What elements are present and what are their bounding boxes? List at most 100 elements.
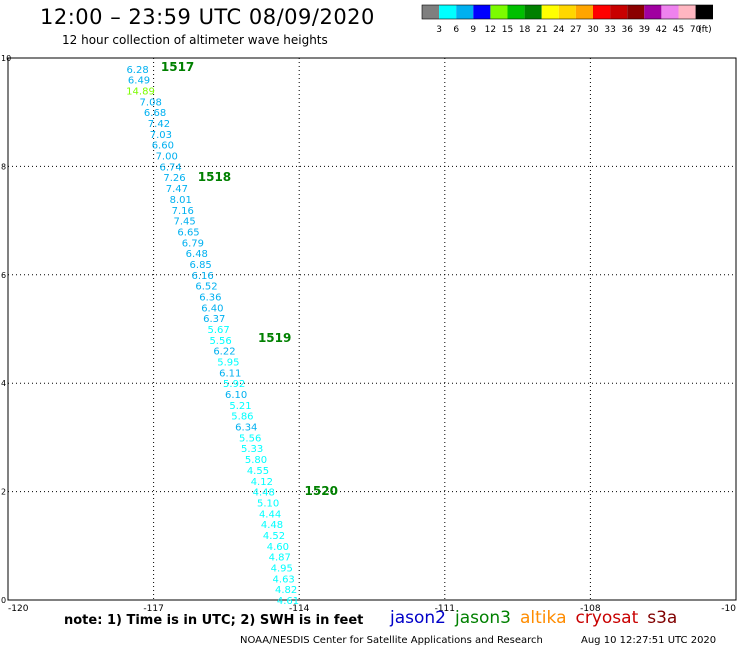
swh-value: 6.16 bbox=[191, 271, 213, 282]
scale-label: 3 bbox=[436, 25, 442, 35]
swh-value: 7.42 bbox=[148, 119, 170, 130]
mission-altika: altika bbox=[520, 608, 567, 628]
y-tick-label: 6 bbox=[1, 271, 6, 280]
swh-value: 4.63 bbox=[273, 574, 295, 585]
time-label: 1517 bbox=[161, 60, 194, 74]
y-tick-label: 0 bbox=[1, 596, 6, 605]
swh-value: 6.52 bbox=[195, 282, 217, 293]
x-tick-label: -117 bbox=[143, 604, 163, 612]
time-label: 1520 bbox=[305, 484, 338, 498]
swh-value: 4.95 bbox=[271, 563, 293, 574]
swh-value: 6.40 bbox=[201, 303, 223, 314]
scale-swatch bbox=[473, 5, 491, 19]
y-tick-label: 10 bbox=[1, 54, 11, 63]
swh-value: 6.60 bbox=[152, 141, 174, 152]
scale-swatch bbox=[610, 5, 628, 19]
swh-value: 7.08 bbox=[140, 97, 162, 108]
swh-value: 8.01 bbox=[170, 195, 192, 206]
chart-title: 12:00 – 23:59 UTC 08/09/2020 bbox=[40, 5, 375, 29]
time-label: 1518 bbox=[198, 170, 231, 184]
scale-label: 24 bbox=[553, 25, 565, 35]
swh-value: 7.00 bbox=[156, 152, 178, 163]
scale-swatch bbox=[422, 5, 440, 19]
y-tick-label: 2 bbox=[1, 488, 6, 497]
swh-value: 6.74 bbox=[159, 162, 181, 173]
scale-label: 45 bbox=[673, 25, 684, 35]
swh-value: 6.36 bbox=[199, 292, 221, 303]
swh-value: 5.56 bbox=[209, 336, 231, 347]
scale-label: 6 bbox=[453, 25, 459, 35]
swh-value: 4.48 bbox=[261, 520, 283, 531]
swh-value: 14.89 bbox=[126, 87, 155, 98]
swh-value: 6.85 bbox=[190, 260, 212, 271]
y-tick-label: 8 bbox=[1, 162, 6, 171]
swh-value: 6.68 bbox=[144, 108, 166, 119]
swh-value: 6.22 bbox=[213, 347, 235, 358]
footer-note: note: 1) Time is in UTC; 2) SWH is in fe… bbox=[64, 613, 364, 628]
swh-value: 7.47 bbox=[166, 184, 188, 195]
swh-value: 6.28 bbox=[126, 65, 148, 76]
swh-value: 7.26 bbox=[163, 173, 185, 184]
scale-label: 27 bbox=[570, 25, 581, 35]
swh-value: 5.56 bbox=[239, 433, 261, 444]
scale-swatch bbox=[558, 5, 576, 19]
y-tick-label: 4 bbox=[1, 379, 6, 388]
scale-label: 30 bbox=[587, 25, 599, 35]
swh-value: 4.48 bbox=[253, 488, 275, 499]
scale-label: 36 bbox=[621, 25, 633, 35]
scale-swatch bbox=[644, 5, 662, 19]
swh-value: 4.60 bbox=[267, 542, 289, 553]
footer-credit: NOAA/NESDIS Center for Satellite Applica… bbox=[240, 635, 543, 646]
swh-value: 6.49 bbox=[128, 76, 150, 87]
swh-value: 5.80 bbox=[245, 455, 267, 466]
scale-label: 9 bbox=[470, 25, 476, 35]
swh-value: 5.21 bbox=[229, 401, 251, 412]
swh-value: 5.33 bbox=[241, 444, 263, 455]
scale-swatch bbox=[678, 5, 696, 19]
swh-value: 4.82 bbox=[275, 585, 297, 596]
scale-swatch bbox=[593, 5, 611, 19]
time-label: 1519 bbox=[258, 331, 291, 345]
scale-swatch bbox=[456, 5, 474, 19]
swh-value: 5.92 bbox=[223, 379, 245, 390]
x-tick-label: -120 bbox=[8, 604, 29, 612]
scale-label: 21 bbox=[536, 25, 547, 35]
swh-value: 7.16 bbox=[172, 206, 194, 217]
scale-label: 39 bbox=[639, 25, 651, 35]
swh-value: 5.95 bbox=[217, 358, 239, 369]
swh-value: 4.55 bbox=[247, 466, 269, 477]
swh-value: 5.86 bbox=[231, 412, 253, 423]
swh-value: 6.79 bbox=[182, 238, 204, 249]
swh-value: 5.10 bbox=[257, 498, 279, 509]
mission-cryosat: cryosat bbox=[575, 608, 639, 628]
scale-swatch bbox=[507, 5, 525, 19]
swh-value: 4.44 bbox=[259, 509, 281, 520]
scale-swatch bbox=[661, 5, 679, 19]
mission-legend: jason2 jason3 altika cryosat s3a bbox=[390, 608, 686, 628]
scale-label: 70 bbox=[690, 25, 702, 35]
x-tick-label: -114 bbox=[289, 604, 310, 612]
chart-subtitle: 12 hour collection of altimeter wave hei… bbox=[62, 33, 328, 47]
scale-label: 18 bbox=[519, 25, 531, 35]
x-tick-label: -111 bbox=[435, 604, 455, 612]
scale-swatch bbox=[524, 5, 542, 19]
scale-label: 42 bbox=[656, 25, 667, 35]
scale-label: 33 bbox=[604, 25, 615, 35]
swh-value: 4.52 bbox=[263, 531, 285, 542]
mission-jason2: jason2 bbox=[390, 608, 446, 628]
swh-value: 4.12 bbox=[251, 477, 273, 488]
x-tick-label: -10 bbox=[721, 604, 736, 612]
mission-jason3: jason3 bbox=[455, 608, 511, 628]
swh-value: 7.03 bbox=[150, 130, 172, 141]
scale-swatch bbox=[439, 5, 457, 19]
swh-value: 4.61 bbox=[277, 596, 299, 607]
swh-value: 7.45 bbox=[174, 217, 196, 228]
swh-value: 6.10 bbox=[225, 390, 247, 401]
scale-swatch bbox=[541, 5, 559, 19]
swh-value: 4.87 bbox=[269, 553, 291, 564]
altimeter-plot: -120 -117 -114 -111 -108 -10 0 2 4 6 8 10 6.286.4914… bbox=[1, 54, 737, 612]
scale-label: 15 bbox=[502, 25, 513, 35]
mission-s3a: s3a bbox=[647, 608, 678, 628]
scale-swatch bbox=[490, 5, 508, 19]
scale-swatch bbox=[695, 5, 713, 19]
